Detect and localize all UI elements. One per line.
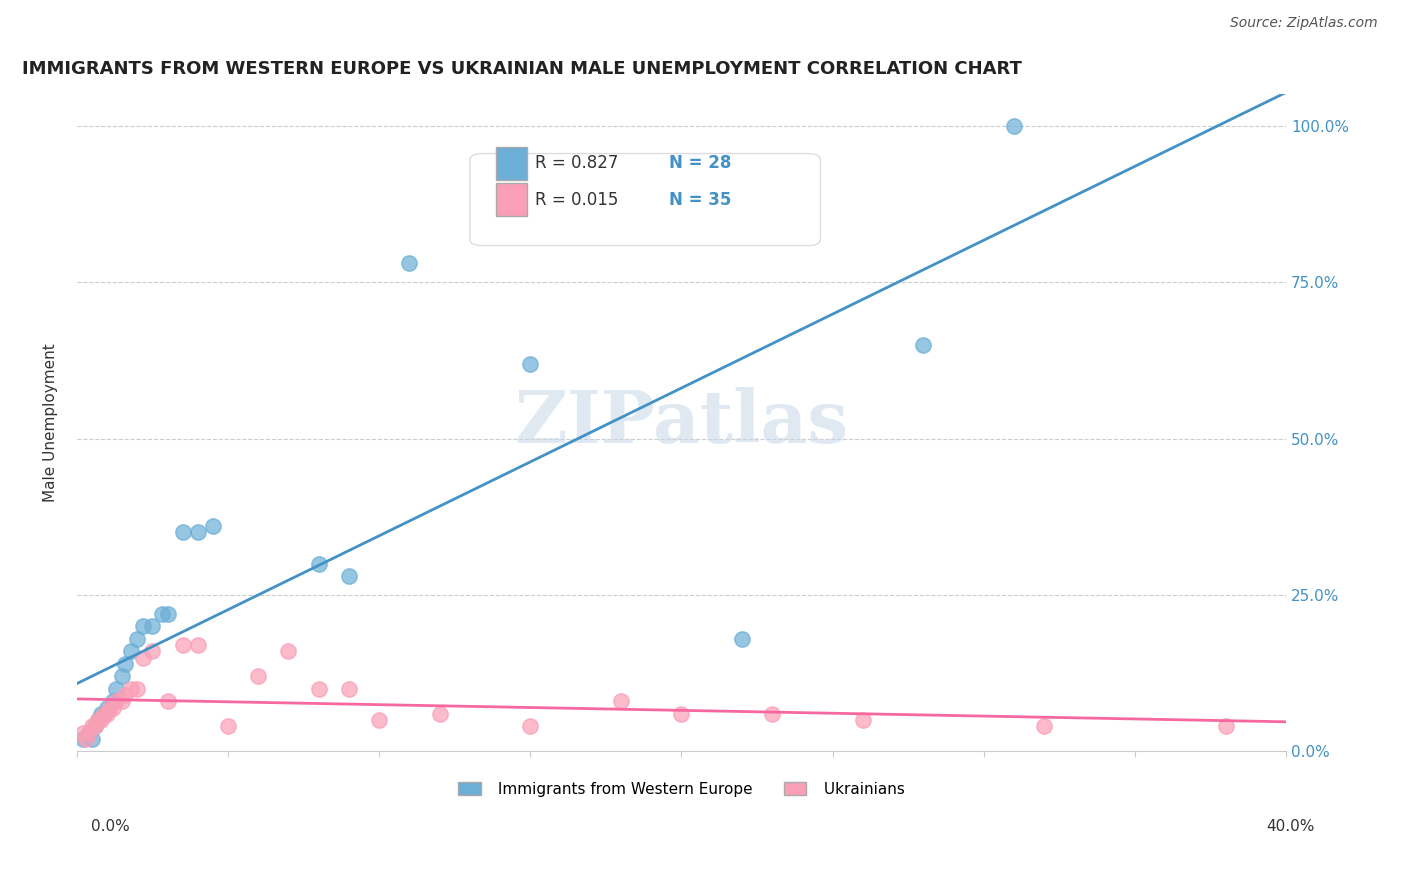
Point [671,706,693,721]
Point [156,694,179,708]
Point [610,694,633,708]
Point [277,644,299,658]
Point [1215,719,1237,733]
FancyBboxPatch shape [470,153,821,245]
Text: ZIPatlas: ZIPatlas [515,387,848,458]
Y-axis label: Male Unemployment: Male Unemployment [44,343,58,502]
Point [114,657,136,671]
Text: IMMIGRANTS FROM WESTERN EUROPE VS UKRAINIAN MALE UNEMPLOYMENT CORRELATION CHART: IMMIGRANTS FROM WESTERN EUROPE VS UKRAIN… [22,60,1022,78]
Point [120,681,142,696]
Point [172,525,194,540]
Point [132,619,155,633]
Point [87,713,110,727]
Point [731,632,754,646]
Point [519,357,541,371]
Point [120,644,142,658]
Point [398,256,420,270]
Point [156,607,179,621]
Point [77,725,100,739]
Point [761,706,783,721]
Legend:  Immigrants from Western Europe,  Ukrainians: Immigrants from Western Europe, Ukrainia… [453,776,911,803]
Point [111,669,134,683]
Text: Source: ZipAtlas.com: Source: ZipAtlas.com [1230,16,1378,29]
Point [337,569,360,583]
Point [187,638,209,652]
Point [217,719,239,733]
FancyBboxPatch shape [496,183,527,216]
Point [308,681,330,696]
Point [519,719,541,733]
Text: N = 35: N = 35 [669,191,731,209]
Point [429,706,451,721]
Point [337,681,360,696]
Point [77,725,100,739]
Point [90,706,112,721]
Point [80,731,103,746]
Point [368,713,391,727]
Point [141,644,163,658]
Point [80,719,103,733]
Point [75,731,97,746]
Point [132,650,155,665]
Point [187,525,209,540]
Point [172,638,194,652]
Point [72,725,94,739]
Point [98,700,121,714]
Point [72,731,94,746]
Point [84,719,107,733]
Text: R = 0.015: R = 0.015 [536,191,619,209]
Text: 0.0%: 0.0% [91,820,131,834]
Point [852,713,875,727]
Point [1033,719,1056,733]
Point [127,632,149,646]
Point [96,706,118,721]
Point [90,713,112,727]
Point [111,694,134,708]
Text: 40.0%: 40.0% [1267,820,1315,834]
Point [308,557,330,571]
Point [101,700,124,714]
Point [101,694,124,708]
Point [1002,119,1025,133]
Point [105,694,128,708]
Point [150,607,173,621]
Text: R = 0.827: R = 0.827 [536,154,619,172]
Point [114,688,136,702]
Point [93,706,115,721]
Point [105,681,128,696]
Point [93,706,115,721]
Point [201,519,224,533]
Point [141,619,163,633]
Point [247,669,270,683]
FancyBboxPatch shape [496,147,527,180]
Point [87,713,110,727]
Text: N = 28: N = 28 [669,154,731,172]
Point [912,337,935,351]
Point [84,719,107,733]
Point [96,700,118,714]
Point [127,681,149,696]
